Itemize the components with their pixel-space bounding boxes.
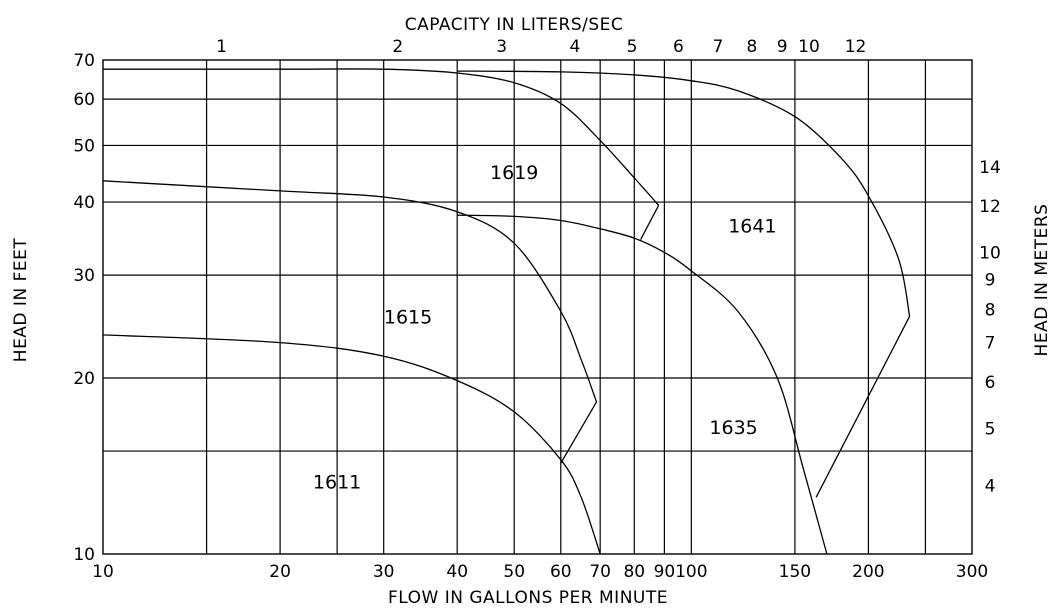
right-tick-label: 9 — [985, 270, 996, 290]
right-tick-label: 10 — [979, 243, 1001, 263]
x-tick-label: 80 — [623, 562, 645, 582]
x-tick-label: 40 — [446, 562, 468, 582]
x-tick-label: 300 — [956, 562, 988, 582]
right-tick-label: 8 — [985, 300, 996, 320]
x-tick-label: 30 — [373, 562, 395, 582]
top-tick-label: 9 — [777, 37, 788, 57]
y-tick-label: 40 — [73, 193, 95, 213]
right-axis-title: HEAD IN METERS — [1032, 204, 1051, 357]
top-tick-label: 4 — [569, 37, 580, 57]
x-tick-label: 150 — [779, 562, 811, 582]
x-axis-title: FLOW IN GALLONS PER MINUTE — [388, 588, 668, 608]
y-axis-title: HEAD IN FEET — [11, 238, 31, 363]
model-label-1641: 1641 — [728, 215, 776, 237]
x-tick-label: 90 — [654, 562, 676, 582]
curve-1611 — [102, 334, 601, 555]
top-tick-label: 8 — [747, 37, 758, 57]
top-tick-label: 6 — [673, 37, 684, 57]
top-tick-label: 12 — [845, 37, 867, 57]
model-label-1611: 1611 — [313, 472, 361, 494]
top-axis-title: CAPACITY IN LITERS/SEC — [405, 15, 624, 35]
right-tick-label: 6 — [985, 373, 996, 393]
x-tick-label: 10 — [92, 562, 114, 582]
y-tick-label: 60 — [73, 90, 95, 110]
x-tick-label: 200 — [852, 562, 884, 582]
x-tick-label: 100 — [675, 562, 707, 582]
right-tick-label: 5 — [985, 419, 996, 439]
x-tick-label: 20 — [269, 562, 291, 582]
curve-1635 — [457, 214, 828, 555]
right-tick-label: 4 — [985, 476, 996, 496]
y-tick-label: 70 — [73, 51, 95, 71]
x-tick-label: 60 — [550, 562, 572, 582]
model-label-1619: 1619 — [490, 162, 538, 184]
tick-labels: 10 20 30 40 50 60 70 80 90 100 150 200 300 10 20 30 40 50… — [73, 37, 1000, 582]
x-tick-label: 70 — [589, 562, 611, 582]
trim-line-1619 — [640, 204, 660, 240]
plot-frame — [102, 59, 973, 555]
x-tick-label: 50 — [503, 562, 525, 582]
y-tick-label: 10 — [73, 545, 95, 565]
curve-1641 — [457, 70, 911, 317]
right-tick-label: 7 — [985, 334, 996, 354]
model-label-1615: 1615 — [384, 306, 432, 328]
y-tick-label: 20 — [73, 369, 95, 389]
y-tick-label: 30 — [73, 266, 95, 286]
trim-line-1611 — [560, 401, 598, 464]
right-tick-label: 12 — [979, 197, 1001, 217]
top-tick-label: 1 — [216, 37, 227, 57]
curve-1615 — [102, 180, 598, 403]
model-labels: 1611 1615 1619 1635 1641 — [313, 162, 777, 493]
curve-1619 — [103, 68, 660, 206]
top-tick-label: 10 — [798, 37, 820, 57]
y-tick-label: 50 — [73, 136, 95, 156]
trim-line-1641 — [815, 316, 911, 498]
top-tick-label: 3 — [496, 37, 507, 57]
model-label-1635: 1635 — [709, 417, 757, 439]
top-tick-label: 7 — [713, 37, 724, 57]
right-tick-label: 14 — [979, 158, 1001, 178]
pump-curves — [102, 68, 911, 555]
top-tick-label: 5 — [627, 37, 638, 57]
gridlines — [103, 60, 972, 554]
top-tick-label: 2 — [392, 37, 403, 57]
